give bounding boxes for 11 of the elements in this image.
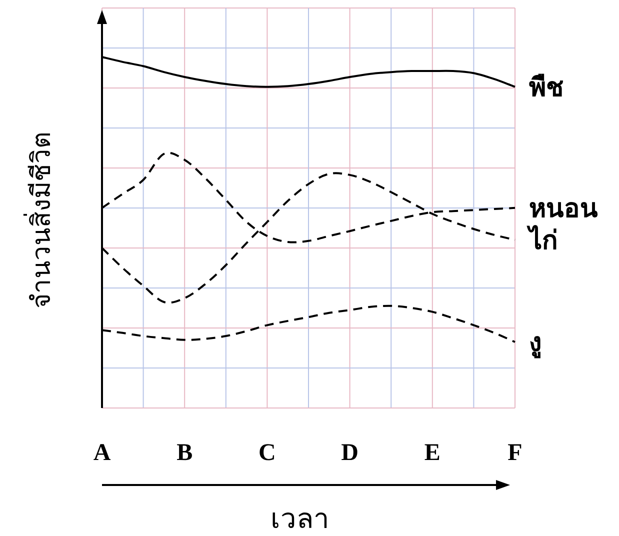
x-label: เวลา bbox=[270, 504, 330, 535]
series-label: งู bbox=[529, 328, 542, 357]
x-tick: C bbox=[258, 440, 276, 466]
x-tick: B bbox=[176, 440, 193, 466]
series-label: หนอน bbox=[529, 194, 598, 223]
series-label: ไก่ bbox=[529, 226, 558, 255]
series-label: พืช bbox=[529, 72, 564, 102]
x-tick: F bbox=[508, 440, 522, 466]
x-tick: E bbox=[424, 440, 440, 466]
x-tick: D bbox=[341, 440, 358, 466]
x-tick: A bbox=[93, 440, 111, 466]
